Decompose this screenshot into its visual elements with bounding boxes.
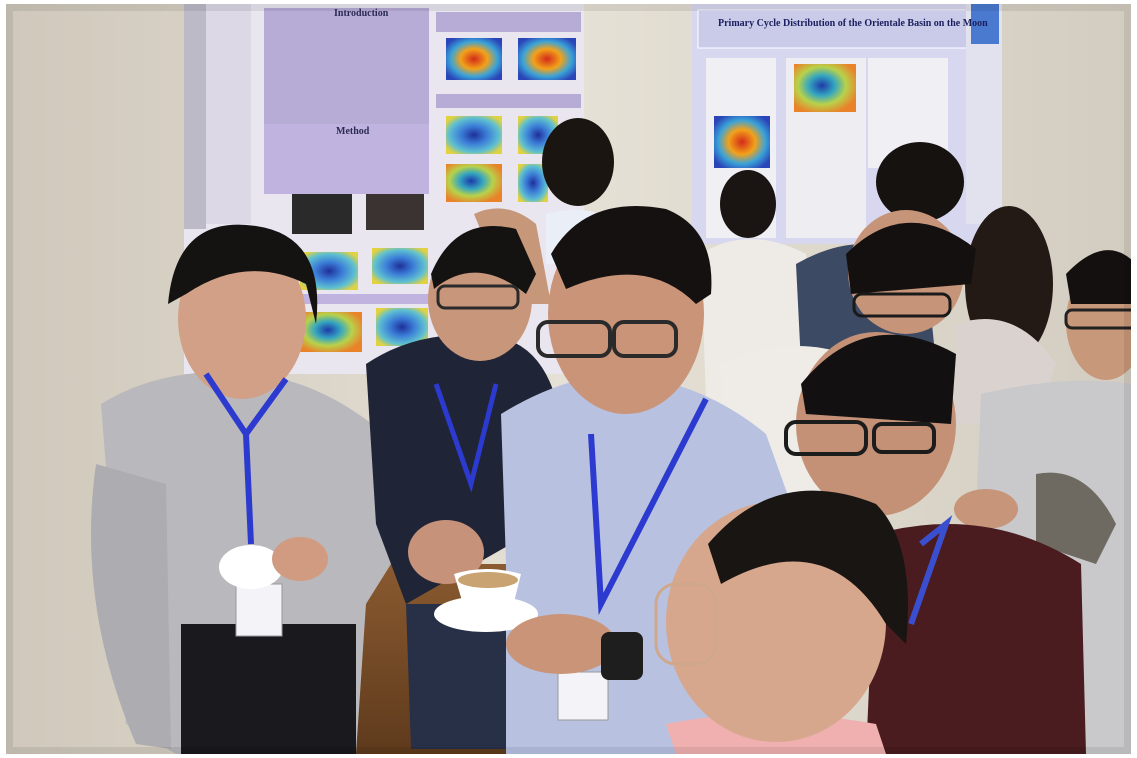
scene	[6, 4, 1131, 754]
wristwatch	[601, 632, 643, 680]
poster-heading-method: Method	[336, 126, 370, 137]
person-center-man	[408, 206, 791, 754]
conference-photo: Introduction Method Primary Cycle Distri…	[6, 4, 1131, 754]
right-poster-title: Primary Cycle Distribution of the Orient…	[718, 18, 988, 29]
person-young-glasses	[784, 332, 1086, 754]
poster-heading-introduction: Introduction	[334, 8, 389, 19]
person-older-man	[91, 224, 416, 754]
person-foreground-woman	[654, 490, 908, 754]
coffee-cup	[219, 545, 283, 589]
